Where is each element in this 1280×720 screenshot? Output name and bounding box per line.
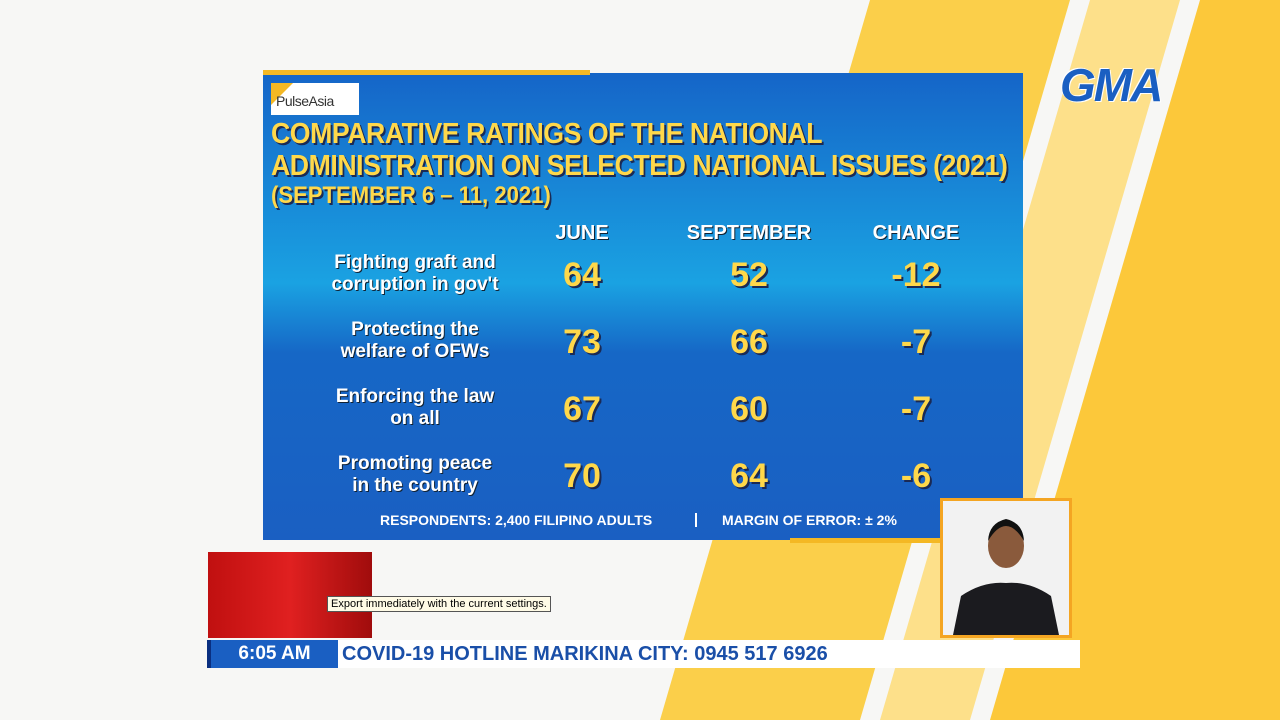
cell-value: 73: [563, 323, 601, 361]
row-label: in the country: [352, 475, 478, 496]
respondents: RESPONDENTS: 2,400 FILIPINO ADULTS: [380, 512, 653, 528]
row-label: welfare of OFWs: [340, 341, 490, 362]
cell-value: -7: [900, 390, 932, 428]
column-header: CHANGE: [872, 222, 960, 244]
cell-value: 70: [563, 457, 601, 495]
cell-value: 64: [563, 256, 601, 294]
separator: [695, 513, 697, 527]
cell-value: 60: [730, 390, 768, 428]
ticker-time: 6:05 AM: [207, 640, 338, 668]
row-label: on all: [390, 408, 440, 429]
network-logo: GMA: [1060, 59, 1163, 111]
ticker-text: COVID-19 HOTLINE MARIKINA CITY: 0945 517…: [342, 643, 828, 665]
cell-value: 52: [730, 256, 768, 294]
logo-text: PulseAsia: [276, 93, 334, 109]
row-label: Promoting peace: [337, 453, 493, 474]
cell-value: -6: [900, 457, 932, 495]
row-label: corruption in gov't: [331, 274, 499, 295]
program-graphic: [208, 552, 372, 638]
sign-interpreter: [940, 498, 1072, 638]
column-header: SEPTEMBER: [686, 222, 812, 244]
info-panel: [263, 73, 1023, 540]
tooltip: Export immediately with the current sett…: [327, 596, 551, 612]
cell-value: -7: [900, 323, 932, 361]
accent-bar: [263, 70, 590, 75]
margin: MARGIN OF ERROR: ± 2%: [722, 512, 897, 528]
accent-bar: [790, 538, 940, 543]
title-line: ADMINISTRATION ON SELECTED NATIONAL ISSU…: [271, 150, 1008, 182]
interpreter-figure: [953, 519, 1059, 635]
cell-value: 66: [730, 323, 768, 361]
subtitle: (SEPTEMBER 6 – 11, 2021): [271, 182, 551, 209]
footer: RESPONDENTS: 2,400 FILIPINO ADULTS MARGI…: [263, 512, 1023, 532]
source-logo: PulseAsia: [271, 83, 359, 115]
title-line: COMPARATIVE RATINGS OF THE NATIONAL: [271, 118, 823, 150]
row-label: Enforcing the law: [335, 386, 495, 407]
cell-value: 67: [563, 390, 601, 428]
ticker-bar: [207, 640, 1080, 668]
column-header: JUNE: [555, 222, 609, 244]
row-label: Fighting graft and: [334, 252, 496, 273]
row-label: Protecting the: [351, 319, 479, 340]
cell-value: 64: [730, 457, 768, 495]
cell-value: -12: [891, 256, 941, 294]
title: COMPARATIVE RATINGS OF THE NATIONAL ADMI…: [271, 118, 1008, 182]
